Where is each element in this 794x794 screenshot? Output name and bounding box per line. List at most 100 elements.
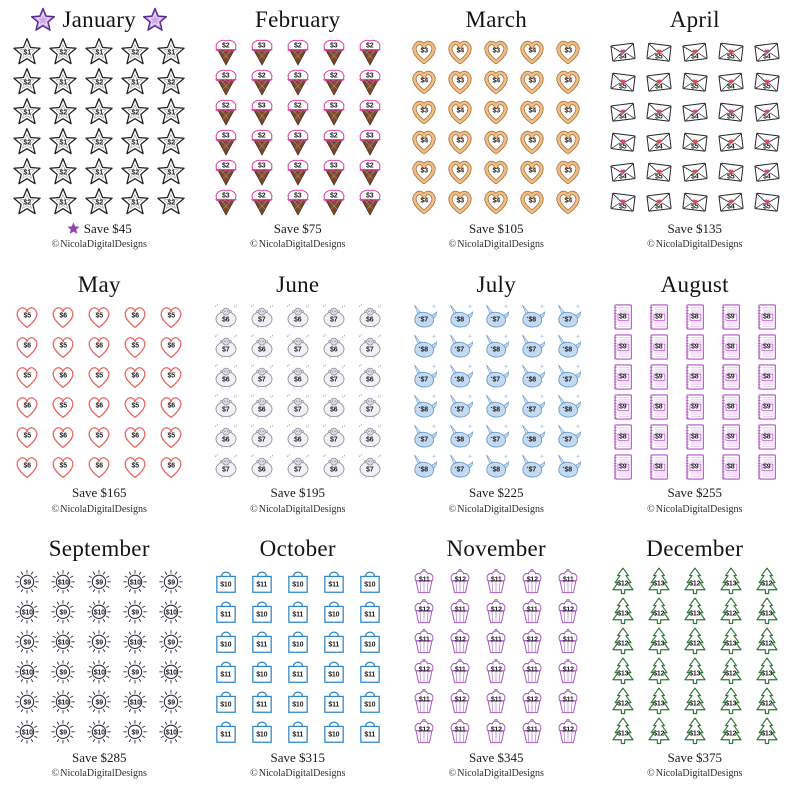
amount-label: $9	[691, 463, 699, 471]
savings-cell: $2	[244, 187, 280, 217]
cupcake-icon	[450, 569, 470, 594]
amount-label: $5	[655, 53, 663, 61]
month-title-row: July	[476, 270, 516, 300]
cupcake-icon	[486, 569, 506, 594]
savings-cell: $9	[713, 422, 749, 452]
savings-cell: $3	[244, 37, 280, 67]
savings-cell: $12	[605, 686, 641, 716]
watermark: © NicolaDigitalDesigns	[52, 504, 147, 515]
amount-label: $7	[492, 436, 501, 444]
star-icon	[121, 98, 149, 125]
notebook-icon	[649, 394, 668, 420]
savings-cell: $4	[406, 67, 442, 97]
sun-icon	[159, 690, 183, 714]
month-panel-june: June $6 $7 $6 $7 $6 $7 $6 $7 $6 $7 $6 $7 $6 $7 $6 $7 $6 $7…	[199, 265, 398, 530]
amount-label: $13	[725, 700, 737, 708]
heart-icon	[16, 426, 38, 448]
amount-label: $1	[59, 139, 68, 147]
savings-cell: $4	[677, 37, 713, 67]
copyright-icon: ©	[51, 503, 60, 515]
savings-cell: $8	[605, 422, 641, 452]
savings-cell: $9	[81, 686, 117, 716]
savings-cell: $3	[352, 67, 388, 97]
amount-label: $4	[727, 203, 735, 211]
amount-label: $11	[364, 671, 376, 679]
amount-label: $10	[129, 579, 141, 587]
savings-cell: $3	[208, 67, 244, 97]
amount-label: $5	[727, 53, 735, 61]
savings-cell: $6	[45, 302, 81, 332]
amount-label: $7	[564, 316, 573, 324]
amount-label: $9	[59, 729, 68, 737]
amount-label: $7	[456, 406, 465, 414]
savings-cell: $10	[153, 596, 189, 626]
envelope-icon	[718, 162, 744, 182]
heart-cookie-icon	[412, 100, 436, 125]
amount-label: $9	[167, 579, 176, 587]
amount-label: $5	[167, 372, 176, 380]
amount-label: $6	[258, 466, 266, 474]
star-icon	[157, 98, 185, 125]
heart-icon	[160, 396, 182, 418]
heart-cookie-icon	[484, 160, 508, 185]
savings-cell: $12	[713, 716, 749, 746]
heart-cookie-icon	[520, 190, 544, 215]
narwhal-icon	[522, 394, 546, 418]
amount-label: $5	[763, 83, 771, 91]
amount-label: $8	[420, 406, 429, 414]
tree-icon	[684, 567, 706, 595]
amount-label: $5	[131, 402, 140, 410]
star-icon	[121, 158, 149, 185]
amount-label: $8	[691, 373, 699, 381]
tree-icon	[684, 687, 706, 715]
tree-icon	[612, 567, 634, 595]
savings-cell: $9	[749, 452, 785, 482]
savings-cell: $5	[677, 187, 713, 217]
amount-label: $6	[258, 346, 266, 354]
savings-cell: $5	[153, 422, 189, 452]
copyright-icon: ©	[448, 239, 457, 250]
amount-label: $9	[619, 403, 627, 411]
amount-label: $3	[330, 102, 338, 110]
star-icon	[49, 188, 77, 215]
heart-cookie-icon	[448, 40, 472, 65]
amount-label: $6	[222, 316, 230, 324]
amount-label: $12	[689, 640, 701, 648]
amount-label: $10	[93, 729, 105, 737]
amount-label: $6	[330, 346, 338, 354]
amount-label: $10	[328, 611, 340, 619]
tree-icon	[756, 657, 778, 685]
watermark: © NicolaDigitalDesigns	[647, 239, 742, 250]
amount-label: $6	[23, 342, 32, 350]
savings-cell: $2	[45, 97, 81, 127]
savings-cell: $2	[280, 37, 316, 67]
amount-label: $8	[727, 463, 735, 471]
amount-label: $10	[292, 701, 304, 709]
savings-cell: $6	[352, 302, 388, 332]
envelope-icon	[610, 102, 636, 122]
savings-cell: $10	[45, 566, 81, 596]
amount-label: $4	[528, 47, 537, 55]
savings-cell: $2	[153, 67, 189, 97]
month-title-row: January	[30, 5, 168, 35]
savings-cell: $1	[45, 127, 81, 157]
amount-label: $3	[222, 72, 230, 80]
amount-label: $5	[619, 83, 627, 91]
savings-cell: $1	[117, 187, 153, 217]
save-row: Save $285	[72, 749, 127, 766]
savings-cell: $8	[406, 392, 442, 422]
amount-label: $7	[222, 466, 230, 474]
amount-label: $3	[528, 197, 537, 205]
savings-cell: $4	[605, 97, 641, 127]
heart-icon	[52, 366, 74, 388]
amount-label: $5	[23, 312, 32, 320]
copyright-icon: ©	[250, 768, 258, 780]
savings-cell: $3	[316, 157, 352, 187]
savings-cell: $2	[352, 157, 388, 187]
savings-cell: $2	[45, 157, 81, 187]
tree-icon	[684, 717, 706, 745]
amount-label: $5	[691, 83, 699, 91]
narwhal-icon	[414, 454, 438, 478]
amount-label: $9	[131, 609, 140, 617]
savings-cell: $8	[677, 302, 713, 332]
